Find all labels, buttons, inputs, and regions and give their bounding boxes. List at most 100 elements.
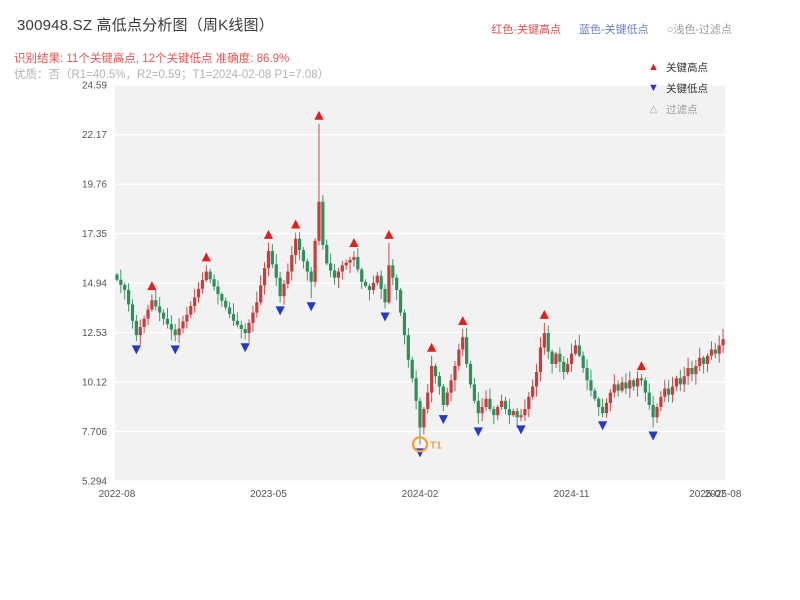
candle-body — [193, 297, 197, 307]
candle-body — [231, 314, 236, 321]
candle-body — [690, 368, 694, 375]
candle-body — [371, 282, 375, 291]
candle-body — [126, 290, 131, 305]
key-high-marker — [263, 229, 274, 239]
plot-legend-item-high: ▲ 关键高点 — [647, 57, 708, 78]
key-high-marker — [539, 309, 549, 319]
candle-body — [612, 384, 616, 393]
candle-body — [430, 365, 434, 393]
candle-body — [550, 351, 554, 364]
candle-body — [294, 238, 298, 256]
candle-body — [632, 380, 636, 387]
candle-body — [519, 415, 523, 418]
candle-body — [496, 406, 500, 416]
candle-body — [402, 312, 407, 336]
y-tick-label: 19.76 — [82, 180, 107, 191]
key-high-marker — [349, 238, 359, 248]
candle-body — [336, 271, 341, 278]
candle-body — [534, 372, 539, 387]
candle-body — [200, 280, 205, 289]
candle-body — [488, 398, 492, 410]
candle-body — [410, 359, 414, 379]
candle-body — [301, 250, 306, 262]
quality-summary-text: 优质：否（R1=40.5%，R2=0.59；T1=2024-02-08 P1=7… — [14, 69, 330, 81]
candle-body — [433, 365, 438, 377]
candle-body — [165, 318, 170, 325]
candle-body — [562, 361, 566, 373]
candle-body — [639, 378, 644, 381]
candle-body — [663, 388, 667, 397]
candle-body — [344, 262, 348, 266]
candle-body — [391, 265, 395, 278]
key-low-marker — [516, 425, 526, 435]
candle-body — [360, 269, 364, 282]
candle-body — [169, 324, 173, 330]
candle-body — [259, 285, 263, 303]
candle-body — [356, 257, 360, 270]
candle-body — [134, 320, 138, 336]
candle-body — [445, 392, 449, 405]
key-high-marker — [291, 219, 301, 229]
x-tick-label: 2022-08 — [99, 489, 136, 500]
plot-legend-high-label: 关键高点 — [666, 62, 708, 74]
candle-body — [196, 288, 201, 298]
candle-body — [647, 392, 651, 405]
candle-body — [573, 345, 578, 354]
y-tick-label: 24.59 — [82, 81, 107, 92]
candle-body — [569, 353, 574, 364]
candle-body — [329, 263, 333, 271]
candle-body — [457, 349, 461, 366]
candle-body — [290, 255, 294, 272]
header-legend: 红色-关键高点 蓝色-关键低点 ○浅色-过滤点 — [491, 21, 732, 37]
candle-body — [721, 339, 725, 346]
candle-body — [698, 357, 702, 366]
candle-body — [119, 279, 123, 285]
candle-body — [181, 321, 185, 329]
candle-body — [224, 300, 228, 308]
candle-body — [189, 306, 193, 315]
header-legend-key-high: 红色-关键高点 — [491, 24, 562, 36]
candle-body — [616, 384, 620, 391]
x-tick-label: 2023-05 — [250, 489, 287, 500]
candle-body — [414, 378, 418, 401]
candle-body — [682, 376, 686, 385]
candle-body — [348, 259, 352, 263]
key-high-marker — [427, 342, 437, 352]
candle-body — [243, 329, 247, 334]
candle-body — [208, 271, 212, 280]
candle-body — [309, 271, 313, 282]
candle-body — [395, 277, 399, 291]
candle-body — [228, 307, 232, 315]
key-low-marker — [306, 302, 316, 312]
key-low-marker — [170, 345, 180, 355]
key-high-marker — [314, 110, 324, 120]
candle-body — [558, 353, 562, 362]
t1-label: T1 — [430, 440, 442, 451]
page-title: 300948.SZ 高低点分析图（周K线图） — [17, 17, 274, 34]
y-tick-label: 14.94 — [82, 279, 107, 290]
candle-body — [674, 378, 679, 387]
candle-body — [709, 349, 714, 356]
candle-body — [305, 261, 309, 272]
candle-body — [364, 281, 368, 286]
recognition-result-text: 识别结果: 11个关键高点, 12个关键低点 准确度: 86.9% — [14, 53, 290, 65]
candle-body — [655, 406, 659, 418]
candle-body — [247, 322, 251, 334]
candle-body — [379, 275, 383, 289]
candle-body — [589, 380, 593, 391]
candle-body — [212, 279, 216, 287]
candle-body — [620, 382, 624, 391]
candle-body — [426, 392, 430, 410]
plot-legend: ▲ 关键高点 ▼ 关键低点 △ 过滤点 — [647, 57, 708, 120]
y-tick-label: 5.294 — [82, 477, 107, 488]
key-high-marker — [636, 361, 647, 371]
candle-body — [694, 365, 698, 375]
candle-body — [601, 406, 605, 414]
candle-body — [593, 390, 597, 399]
candle-body — [220, 294, 224, 301]
x-tick-label: 2024-02 — [402, 489, 439, 500]
candle-body — [527, 396, 531, 410]
candle-body — [262, 268, 267, 286]
candle-body — [115, 274, 119, 280]
candle-body — [554, 353, 558, 364]
